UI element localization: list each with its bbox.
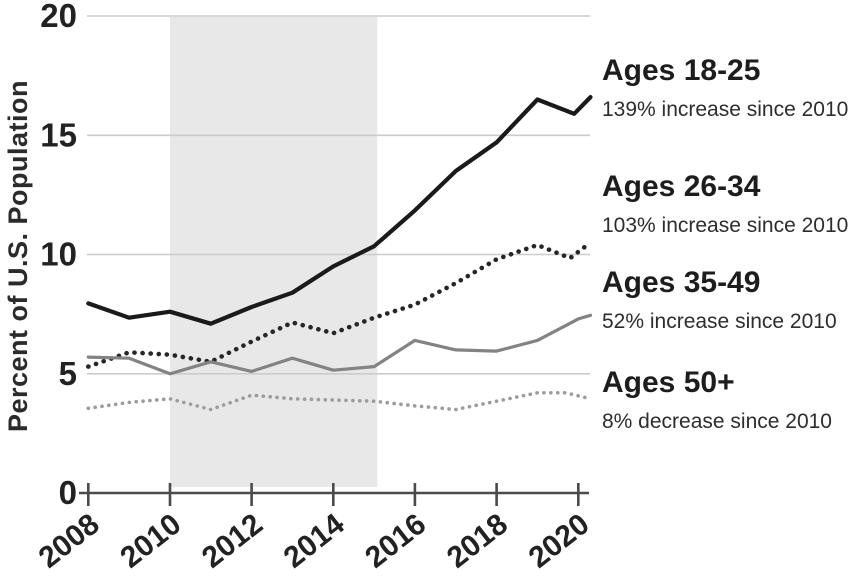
series-name-ages-35-49: Ages 35-49: [602, 266, 761, 299]
series-label-ages-35-49: Ages 35-49 52% increase since 2010: [602, 266, 837, 334]
x-tick-label-2010: 2010: [114, 508, 187, 575]
y-tick-label-15: 15: [40, 116, 77, 153]
x-tick-label-2008: 2008: [33, 508, 106, 575]
y-tick-label-10: 10: [40, 236, 77, 273]
x-tick-label-2016: 2016: [359, 508, 432, 575]
series-label-ages-26-34: Ages 26-34 103% increase since 2010: [602, 170, 848, 238]
x-tick-label-2020: 2020: [523, 508, 596, 575]
x-tick-label-2014: 2014: [278, 507, 351, 574]
y-axis-title: Percent of U.S. Population: [3, 80, 33, 432]
series-label-ages-50plus: Ages 50+ 8% decrease since 2010: [602, 366, 832, 434]
series-annotation-ages-50plus: 8% decrease since 2010: [602, 410, 832, 433]
series-line-ages-18-25: [86, 95, 593, 326]
series-line-ages-50: [86, 391, 593, 412]
series-name-ages-18-25: Ages 18-25: [602, 54, 761, 87]
x-tick-label-2012: 2012: [196, 508, 269, 575]
series-annotation-ages-18-25: 139% increase since 2010: [602, 98, 849, 121]
series-name-ages-50plus: Ages 50+: [602, 366, 735, 399]
highlight-band-2010-2015: [170, 17, 378, 487]
series-line-ages-26-34: [86, 240, 593, 369]
series-annotation-ages-26-34: 103% increase since 2010: [602, 214, 849, 237]
x-tick-label-2018: 2018: [441, 508, 514, 575]
series-name-ages-26-34: Ages 26-34: [602, 170, 761, 203]
y-tick-label-0: 0: [59, 474, 77, 511]
series-line-ages-35-49: [86, 313, 593, 376]
series-annotation-ages-35-49: 52% increase since 2010: [602, 310, 837, 333]
y-tick-label-5: 5: [59, 355, 77, 392]
y-tick-label-20: 20: [40, 0, 77, 34]
series-label-ages-18-25: Ages 18-25 139% increase since 2010: [602, 54, 848, 122]
